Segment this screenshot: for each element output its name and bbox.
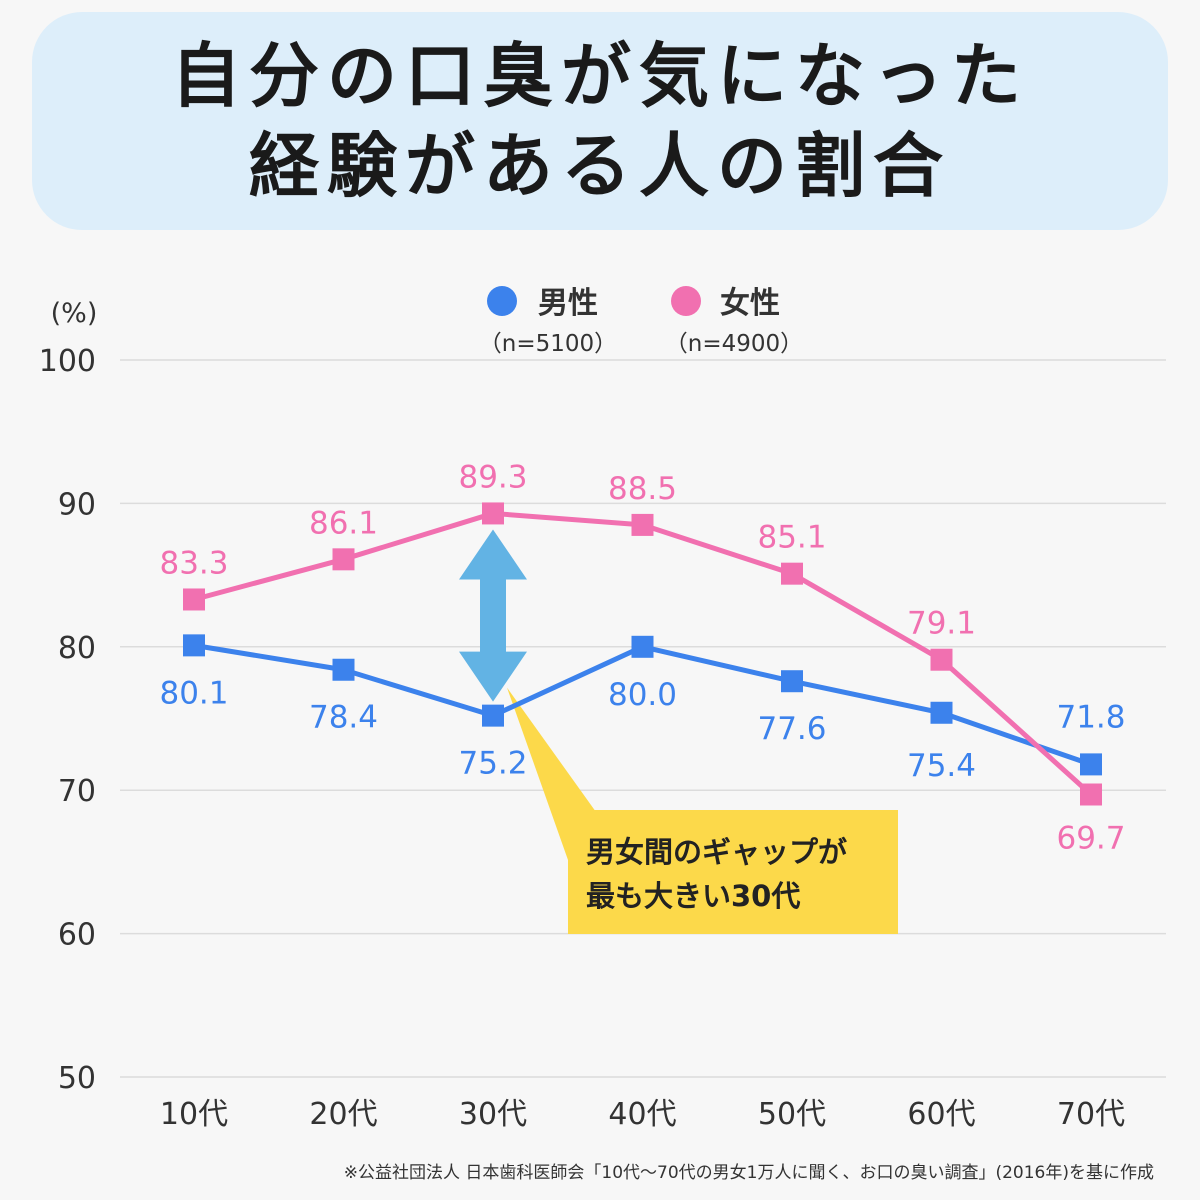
data-point-female xyxy=(631,513,654,536)
legend-label-male: 男性 xyxy=(538,286,598,321)
data-label-male: 78.4 xyxy=(309,700,378,736)
y-tick-label: 90 xyxy=(58,487,96,522)
data-label-female: 79.1 xyxy=(907,606,976,642)
data-point-female xyxy=(482,502,504,525)
data-point-female xyxy=(930,648,953,671)
x-tick-label: 30代 xyxy=(459,1097,527,1132)
data-label-female: 88.5 xyxy=(608,471,677,507)
source-footnote: ※公益社団法人 日本歯科医師会「10代〜70代の男女1万人に聞く、お口の臭い調査… xyxy=(343,1163,1154,1183)
callout-line-1: 男女間のギャップが xyxy=(586,835,847,869)
data-label-male: 75.2 xyxy=(458,746,527,782)
data-label-male: 80.1 xyxy=(159,675,228,711)
legend-note-male: （n=5100） xyxy=(479,331,617,357)
data-label-female: 69.7 xyxy=(1056,821,1125,857)
legend-marker-female xyxy=(671,286,701,316)
data-point-female xyxy=(1080,783,1102,806)
y-axis-label: (%) xyxy=(51,298,98,329)
y-tick-label: 50 xyxy=(58,1061,96,1096)
y-tick-label: 100 xyxy=(39,344,96,379)
legend-label-female: 女性 xyxy=(720,286,780,321)
x-tick-label: 50代 xyxy=(758,1097,826,1132)
y-tick-label: 70 xyxy=(58,774,96,809)
data-point-female xyxy=(332,548,355,571)
x-tick-label: 60代 xyxy=(907,1097,975,1132)
legend-marker-male xyxy=(487,286,517,316)
data-point-male xyxy=(332,658,355,681)
data-label-male: 75.4 xyxy=(907,748,976,784)
x-tick-label: 40代 xyxy=(608,1097,676,1132)
title-line-2: 経験がある人の割合 xyxy=(249,125,951,207)
legend-note-female: （n=4900） xyxy=(665,331,803,357)
data-point-female xyxy=(781,562,803,585)
data-label-male: 71.8 xyxy=(1056,699,1125,735)
x-tick-label: 10代 xyxy=(160,1097,228,1132)
gap-double-arrow xyxy=(459,529,527,702)
data-point-male xyxy=(631,635,654,658)
data-label-male: 80.0 xyxy=(608,677,677,713)
data-point-male xyxy=(183,634,205,657)
data-label-male: 77.6 xyxy=(757,711,826,747)
data-point-male xyxy=(1080,753,1102,776)
data-point-male xyxy=(930,701,953,724)
data-label-female: 85.1 xyxy=(757,520,826,556)
x-tick-label: 70代 xyxy=(1057,1097,1125,1132)
data-label-female: 89.3 xyxy=(458,459,527,495)
data-point-female xyxy=(183,588,205,611)
title-banner: 自分の口臭が気になった 経験がある人の割合 xyxy=(32,12,1168,230)
data-label-female: 83.3 xyxy=(159,545,228,581)
callout-box xyxy=(568,810,898,934)
y-tick-label: 60 xyxy=(58,918,96,953)
data-point-male xyxy=(482,704,504,727)
data-point-male xyxy=(781,670,803,693)
data-label-female: 86.1 xyxy=(309,505,378,541)
x-tick-label: 20代 xyxy=(309,1097,377,1132)
y-tick-label: 80 xyxy=(58,631,96,666)
callout-line-2: 最も大きい30代 xyxy=(586,879,800,913)
title-line-1: 自分の口臭が気になった xyxy=(171,35,1029,117)
